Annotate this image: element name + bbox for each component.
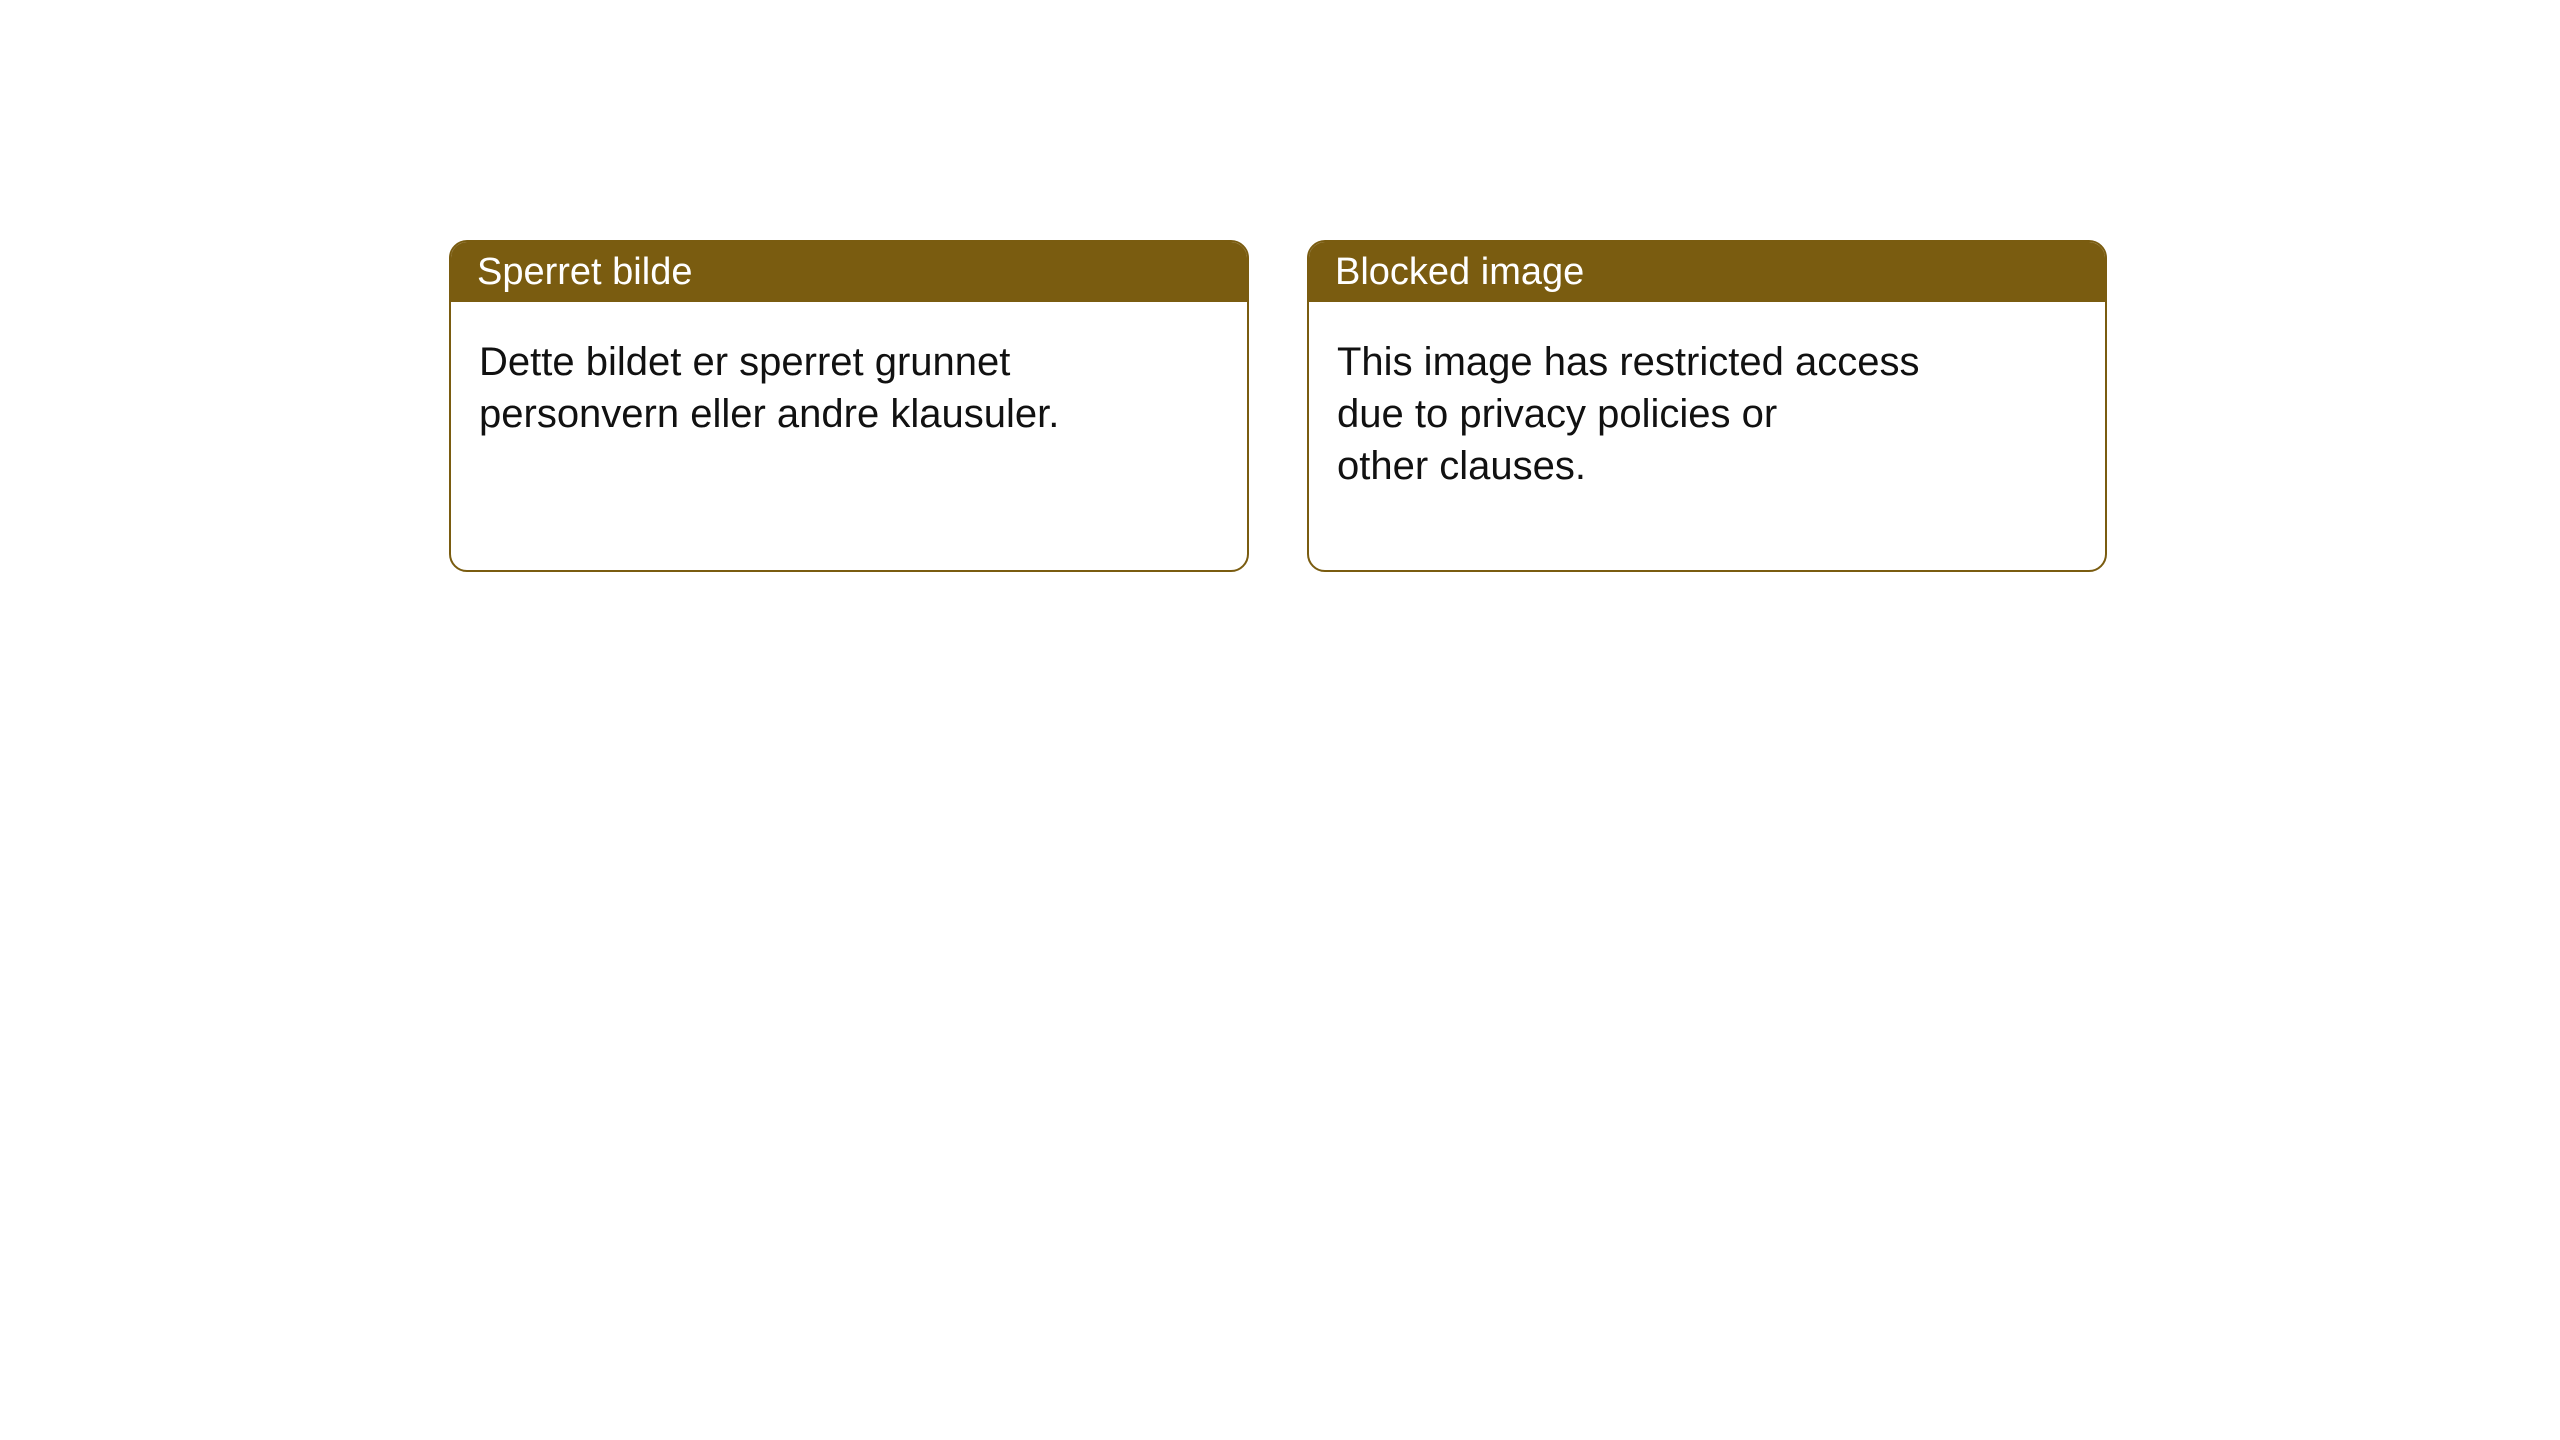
notice-card-text: This image has restricted access due to … bbox=[1337, 336, 2105, 492]
notice-card-body: Dette bildet er sperret grunnet personve… bbox=[451, 302, 1247, 440]
notice-card-body: This image has restricted access due to … bbox=[1309, 302, 2105, 492]
notice-card-text: Dette bildet er sperret grunnet personve… bbox=[479, 336, 1247, 440]
page-canvas: Sperret bilde Dette bildet er sperret gr… bbox=[0, 0, 2560, 1440]
notice-card-title: Blocked image bbox=[1335, 251, 1584, 294]
notice-card-title: Sperret bilde bbox=[477, 251, 692, 294]
notice-card-english: Blocked image This image has restricted … bbox=[1307, 240, 2107, 572]
notice-card-norwegian: Sperret bilde Dette bildet er sperret gr… bbox=[449, 240, 1249, 572]
notice-card-header: Blocked image bbox=[1309, 242, 2105, 302]
notice-card-header: Sperret bilde bbox=[451, 242, 1247, 302]
